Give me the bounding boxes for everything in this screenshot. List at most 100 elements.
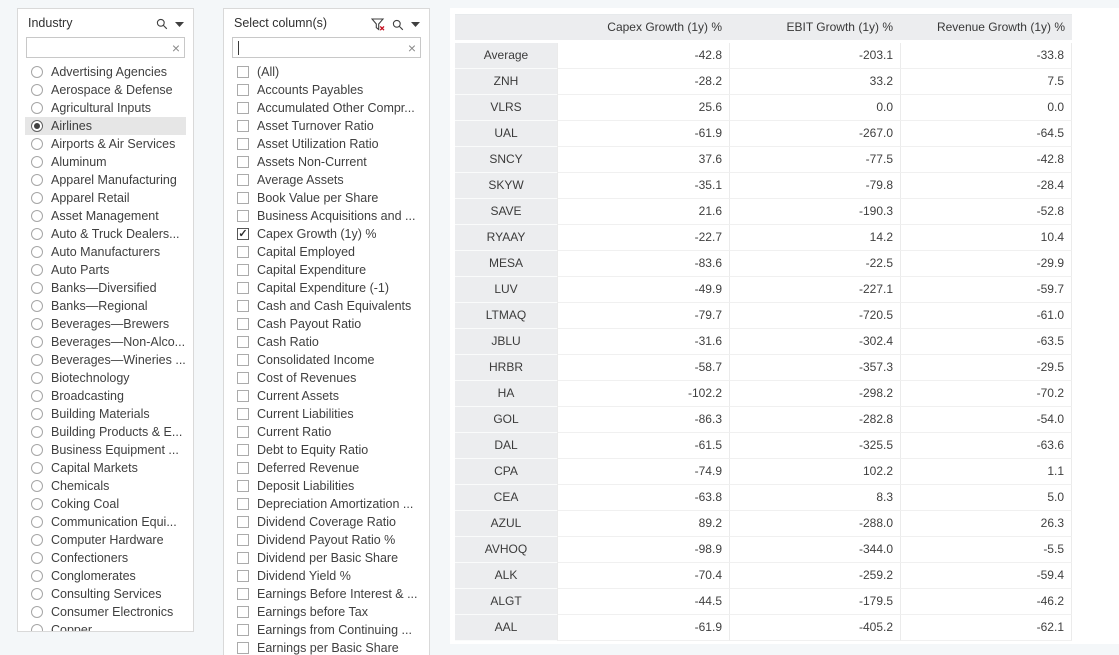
table-row[interactable]: VLRS 25.6 0.0 0.0 [455, 95, 1072, 121]
column-option[interactable]: Deferred Revenue [231, 459, 422, 477]
chevron-down-icon[interactable] [175, 21, 184, 27]
close-icon[interactable]: × [407, 40, 416, 56]
radio-icon[interactable] [31, 282, 43, 294]
column-option[interactable]: Consolidated Income [231, 351, 422, 369]
radio-icon[interactable] [31, 624, 43, 631]
table-row[interactable]: CEA -63.8 8.3 5.0 [455, 485, 1072, 511]
checkbox-icon[interactable] [237, 138, 249, 150]
radio-icon[interactable] [31, 408, 43, 420]
industry-search-input[interactable] [27, 38, 184, 57]
checkbox-icon[interactable] [237, 246, 249, 258]
checkbox-icon[interactable] [237, 444, 249, 456]
industry-option[interactable]: Confectioners [25, 549, 186, 567]
column-option[interactable]: Assets Non-Current [231, 153, 422, 171]
checkbox-icon[interactable] [237, 282, 249, 294]
radio-icon[interactable] [31, 354, 43, 366]
radio-icon[interactable] [31, 84, 43, 96]
checkbox-icon[interactable] [237, 516, 249, 528]
radio-icon[interactable] [31, 120, 43, 132]
industry-option[interactable]: Auto Parts [25, 261, 186, 279]
checkbox-icon[interactable] [237, 102, 249, 114]
radio-icon[interactable] [31, 516, 43, 528]
column-search-input[interactable] [233, 38, 420, 57]
table-row[interactable]: AVHOQ -98.9 -344.0 -5.5 [455, 537, 1072, 563]
column-option[interactable]: Cash Payout Ratio [231, 315, 422, 333]
table-row[interactable]: SKYW -35.1 -79.8 -28.4 [455, 173, 1072, 199]
radio-icon[interactable] [31, 264, 43, 276]
checkbox-icon[interactable] [237, 426, 249, 438]
radio-icon[interactable] [31, 318, 43, 330]
column-option[interactable]: Cash and Cash Equivalents [231, 297, 422, 315]
table-row[interactable]: AZUL 89.2 -288.0 26.3 [455, 511, 1072, 537]
industry-option[interactable]: Building Products & E... [25, 423, 186, 441]
column-option[interactable]: Current Assets [231, 387, 422, 405]
industry-option[interactable]: Apparel Manufacturing [25, 171, 186, 189]
industry-option[interactable]: Beverages—Non-Alco... [25, 333, 186, 351]
table-row[interactable]: HA -102.2 -298.2 -70.2 [455, 381, 1072, 407]
table-row[interactable]: CPA -74.9 102.2 1.1 [455, 459, 1072, 485]
industry-option[interactable]: Asset Management [25, 207, 186, 225]
table-row[interactable]: DAL -61.5 -325.5 -63.6 [455, 433, 1072, 459]
table-row[interactable]: HRBR -58.7 -357.3 -29.5 [455, 355, 1072, 381]
checkbox-icon[interactable] [237, 462, 249, 474]
search-icon[interactable] [156, 18, 168, 30]
column-header-revenue-growth[interactable]: Revenue Growth (1y) % [936, 20, 1065, 34]
checkbox-icon[interactable] [237, 174, 249, 186]
table-row[interactable]: SNCY 37.6 -77.5 -42.8 [455, 147, 1072, 173]
industry-option[interactable]: Aluminum [25, 153, 186, 171]
industry-option[interactable]: Airports & Air Services [25, 135, 186, 153]
industry-option[interactable]: Computer Hardware [25, 531, 186, 549]
checkbox-icon[interactable] [237, 498, 249, 510]
industry-option[interactable]: Coking Coal [25, 495, 186, 513]
column-option[interactable]: Accumulated Other Compr... [231, 99, 422, 117]
clear-filter-icon[interactable] [371, 18, 385, 31]
column-option[interactable]: Earnings Before Interest & ... [231, 585, 422, 603]
radio-icon[interactable] [31, 102, 43, 114]
checkbox-icon[interactable] [237, 552, 249, 564]
column-option[interactable]: Earnings from Continuing ... [231, 621, 422, 639]
column-option[interactable]: Asset Turnover Ratio [231, 117, 422, 135]
column-option[interactable]: Current Ratio [231, 423, 422, 441]
table-row[interactable]: RYAAY -22.7 14.2 10.4 [455, 225, 1072, 251]
industry-option[interactable]: Communication Equi... [25, 513, 186, 531]
industry-option[interactable]: Banks—Diversified [25, 279, 186, 297]
checkbox-icon[interactable] [237, 336, 249, 348]
column-option[interactable]: Deposit Liabilities [231, 477, 422, 495]
industry-option[interactable]: Apparel Retail [25, 189, 186, 207]
checkbox-icon[interactable] [237, 372, 249, 384]
radio-icon[interactable] [31, 300, 43, 312]
checkbox-icon[interactable] [237, 210, 249, 222]
radio-icon[interactable] [31, 606, 43, 618]
column-header-capex-growth[interactable]: Capex Growth (1y) % [607, 20, 722, 34]
radio-icon[interactable] [31, 174, 43, 186]
checkbox-icon[interactable] [237, 354, 249, 366]
table-row[interactable]: JBLU -31.6 -302.4 -63.5 [455, 329, 1072, 355]
industry-option[interactable]: Agricultural Inputs [25, 99, 186, 117]
industry-option[interactable]: Beverages—Wineries ... [25, 351, 186, 369]
column-option[interactable]: Book Value per Share [231, 189, 422, 207]
column-option[interactable]: Capital Expenditure [231, 261, 422, 279]
radio-icon[interactable] [31, 588, 43, 600]
industry-option[interactable]: Airlines [25, 117, 186, 135]
radio-icon[interactable] [31, 426, 43, 438]
column-option[interactable]: Business Acquisitions and ... [231, 207, 422, 225]
industry-option[interactable]: Conglomerates [25, 567, 186, 585]
column-option[interactable]: Debt to Equity Ratio [231, 441, 422, 459]
table-row[interactable]: ZNH -28.2 33.2 7.5 [455, 69, 1072, 95]
column-option[interactable]: Dividend per Basic Share [231, 549, 422, 567]
column-option[interactable]: Capital Expenditure (-1) [231, 279, 422, 297]
radio-icon[interactable] [31, 552, 43, 564]
industry-option[interactable]: Consulting Services [25, 585, 186, 603]
radio-icon[interactable] [31, 372, 43, 384]
table-row[interactable]: MESA -83.6 -22.5 -29.9 [455, 251, 1072, 277]
column-option[interactable]: Earnings per Basic Share [231, 639, 422, 655]
column-option[interactable]: Dividend Yield % [231, 567, 422, 585]
checkbox-icon[interactable] [237, 300, 249, 312]
table-row[interactable]: LTMAQ -79.7 -720.5 -61.0 [455, 303, 1072, 329]
checkbox-icon[interactable] [237, 624, 249, 636]
radio-icon[interactable] [31, 390, 43, 402]
checkbox-icon[interactable] [237, 192, 249, 204]
checkbox-icon[interactable] [237, 228, 249, 240]
radio-icon[interactable] [31, 498, 43, 510]
column-option[interactable]: Cost of Revenues [231, 369, 422, 387]
